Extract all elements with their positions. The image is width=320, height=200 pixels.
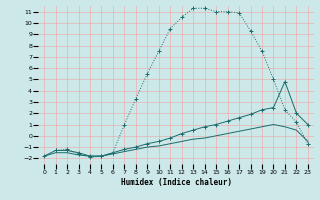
X-axis label: Humidex (Indice chaleur): Humidex (Indice chaleur) — [121, 178, 231, 187]
